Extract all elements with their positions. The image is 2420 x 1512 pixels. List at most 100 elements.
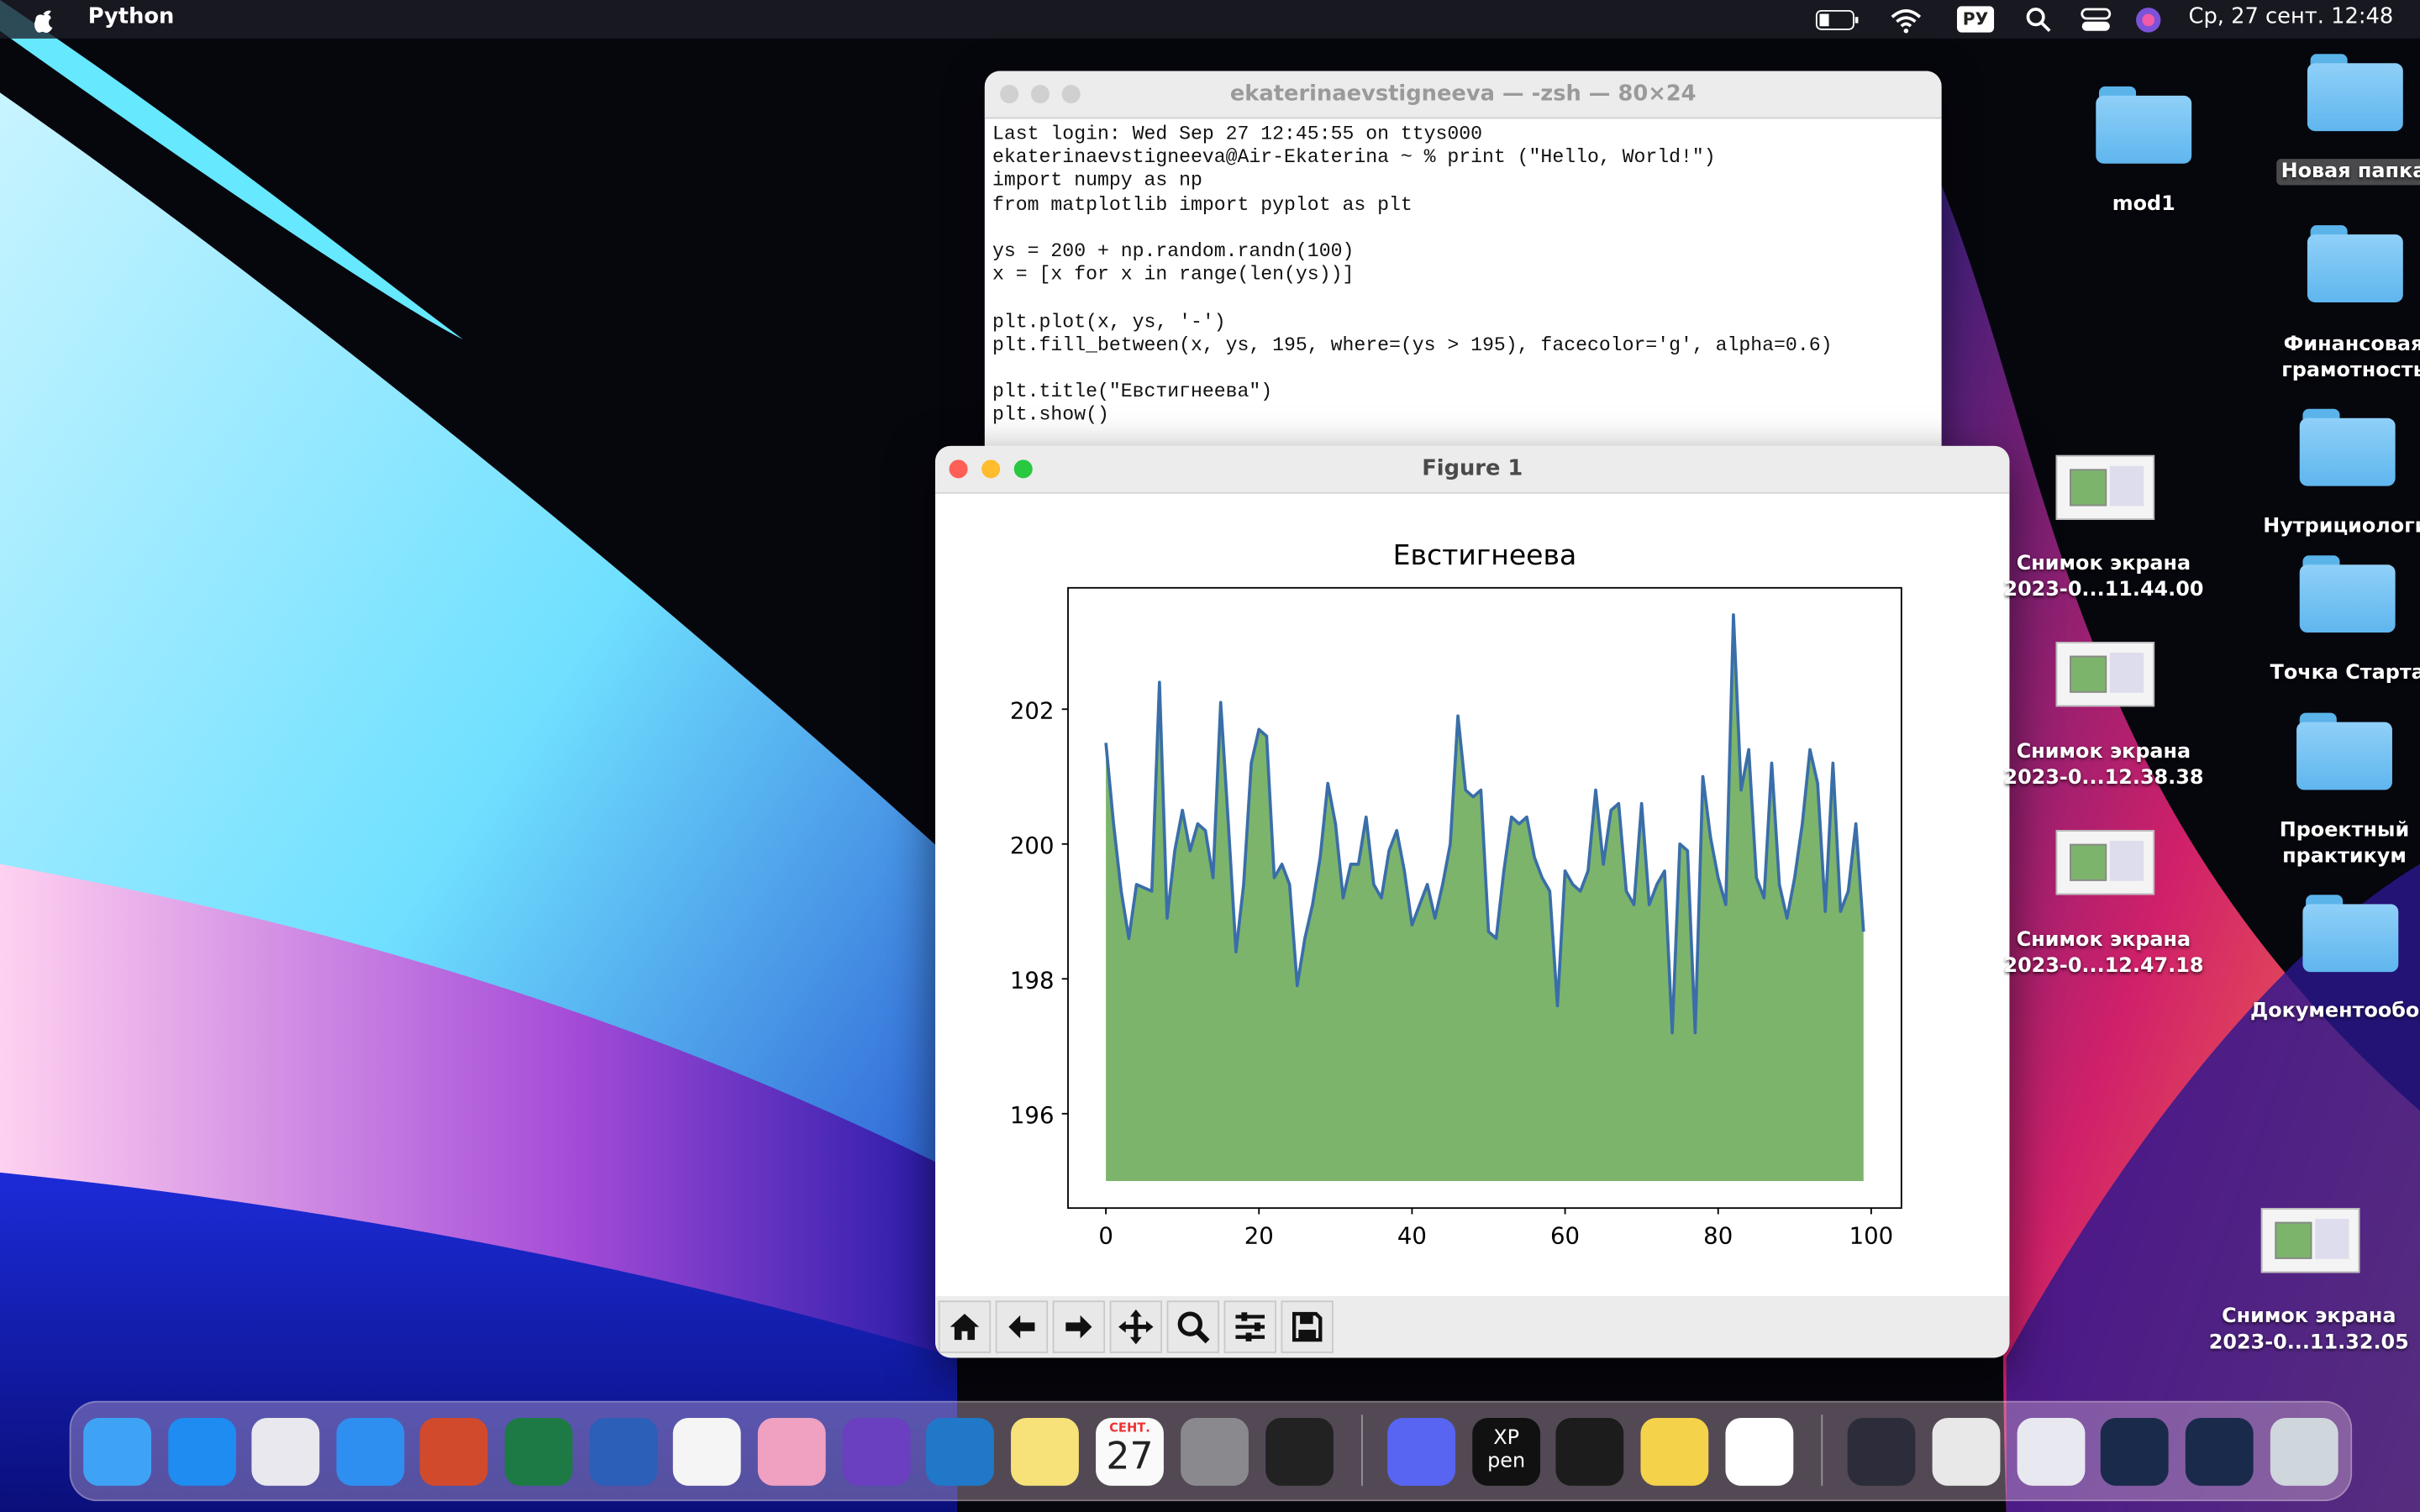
folder-body xyxy=(2299,564,2396,633)
dock-app[interactable] xyxy=(168,1417,237,1486)
thumbnail xyxy=(2070,655,2107,693)
terminal-line: ekaterinaevstigneeva@Air-Ekaterina ~ % p… xyxy=(992,146,1716,169)
icon-label: Снимок экрана 2023-0...11.32.05 xyxy=(2208,1305,2409,1355)
home-button[interactable] xyxy=(938,1300,992,1353)
apple-menu[interactable] xyxy=(31,6,55,34)
dock-app[interactable] xyxy=(1265,1417,1334,1486)
calendar-month: СЕНТ. xyxy=(1109,1420,1150,1436)
close-button[interactable] xyxy=(1000,85,1019,104)
icon-label: Новая папка xyxy=(2276,159,2420,186)
icon-label: Нутрициологи xyxy=(2263,515,2420,539)
code-block: plt.title("Евстигнеева") plt.show() xyxy=(992,381,1933,428)
menu-bar: Python РУ Ср, 27 сент. 12:48 xyxy=(0,0,2420,39)
zoom-button[interactable] xyxy=(1166,1300,1220,1353)
terminal-title-bar: ekaterinaevstigneeva — -zsh — 80×24 xyxy=(984,71,1942,119)
thumbnail xyxy=(2070,469,2107,507)
siri-icon[interactable] xyxy=(2134,6,2162,34)
folder-icon[interactable] xyxy=(2302,895,2399,973)
dock-app[interactable] xyxy=(926,1417,994,1486)
battery-icon[interactable] xyxy=(1815,8,1861,32)
toolbar xyxy=(935,1295,2010,1358)
folder-icon[interactable] xyxy=(2307,54,2403,132)
folder-icon[interactable] xyxy=(2299,408,2396,486)
dock-app[interactable] xyxy=(2100,1417,2169,1486)
y-tick-label: 200 xyxy=(1010,832,1055,859)
dock-app[interactable] xyxy=(251,1417,320,1486)
dock-app[interactable] xyxy=(1181,1417,1249,1486)
folder-body xyxy=(2302,904,2399,973)
input-source[interactable]: РУ xyxy=(1956,6,1995,33)
dock-app[interactable] xyxy=(1932,1417,2001,1486)
pan-button[interactable] xyxy=(1109,1300,1163,1353)
dock-app[interactable] xyxy=(504,1417,573,1486)
folder-icon[interactable] xyxy=(2307,225,2403,303)
dock-separator xyxy=(1361,1415,1363,1486)
dock-app[interactable] xyxy=(757,1417,826,1486)
save-button[interactable] xyxy=(1281,1300,1334,1353)
thumbnail xyxy=(2275,1221,2312,1259)
configure-button[interactable] xyxy=(1223,1300,1276,1353)
terminal-line: ys = 200 + np.random.randn(100) xyxy=(992,240,1355,263)
back-button[interactable] xyxy=(995,1300,1049,1353)
dock-separator xyxy=(1821,1415,1823,1486)
dock-app[interactable] xyxy=(1725,1417,1794,1486)
screenshot-icon[interactable] xyxy=(2055,454,2155,520)
terminal-window[interactable]: ekaterinaevstigneeva — -zsh — 80×24 Last… xyxy=(984,71,1942,457)
code-block: ys = 200 + np.random.randn(100) x = [x fo… xyxy=(992,241,1933,288)
dock-app[interactable] xyxy=(842,1417,911,1486)
zoom-button[interactable] xyxy=(1013,459,1033,479)
dock-app[interactable] xyxy=(1011,1417,1079,1486)
minimize-button[interactable] xyxy=(1030,85,1050,104)
code-block: Last login: Wed Sep 27 12:45:55 on ttys0… xyxy=(992,123,1933,218)
icon-label: mod1 xyxy=(2112,192,2175,217)
icon-label: Документооборот xyxy=(2249,1000,2420,1023)
dock-app[interactable] xyxy=(1387,1417,1456,1486)
x-tick-label: 100 xyxy=(1849,1222,1894,1249)
search-icon[interactable] xyxy=(2025,6,2053,34)
dock-app[interactable] xyxy=(2185,1417,2254,1486)
terminal-line: x = [x for x in range(len(ys))] xyxy=(992,264,1355,286)
screenshot-icon[interactable] xyxy=(2260,1208,2360,1273)
dock-app[interactable]: СЕНТ. 27 xyxy=(1096,1417,1164,1486)
x-tick-label: 60 xyxy=(1550,1222,1580,1249)
folder-body xyxy=(2299,417,2396,486)
icon-label: Финансовая грамотность xyxy=(2281,333,2420,383)
dock-app[interactable]: XP pen xyxy=(1472,1417,1541,1486)
dock-app[interactable] xyxy=(336,1417,405,1486)
forward-button[interactable] xyxy=(1052,1300,1106,1353)
dock-app[interactable] xyxy=(83,1417,152,1486)
calendar-day: 27 xyxy=(1106,1435,1154,1478)
folder-icon[interactable] xyxy=(2296,712,2392,790)
dock-app[interactable] xyxy=(419,1417,488,1486)
icon-label: Проектный практикум xyxy=(2279,819,2410,869)
control-center[interactable] xyxy=(2081,6,2112,34)
terminal-line: import numpy as np xyxy=(992,170,1202,192)
chart: Евстигнеева 0 20 40 60 80 100 196 198 200 202 xyxy=(1010,538,1902,1249)
terminal-line: plt.title("Евстигнеева") xyxy=(992,381,1273,403)
wifi-icon[interactable] xyxy=(1889,6,1923,34)
y-tick-label: 198 xyxy=(1010,967,1055,994)
folder-icon[interactable] xyxy=(2299,555,2396,633)
screenshot-icon[interactable] xyxy=(2055,642,2155,707)
app-name[interactable]: Python xyxy=(87,4,175,29)
dock-app[interactable] xyxy=(1640,1417,1709,1486)
dock-app[interactable] xyxy=(2270,1417,2338,1486)
close-button[interactable] xyxy=(949,459,968,479)
icon-label: Снимок экрана 2023-0...12.38.38 xyxy=(2003,740,2204,790)
figure-window[interactable]: Figure 1 Евстигнеева 0 20 40 60 80 100 196 198 2… xyxy=(935,445,2010,1358)
folder-icon[interactable] xyxy=(2096,86,2192,164)
code-block: plt.plot(x, ys, '-') plt.fill_between(x, … xyxy=(992,311,1933,358)
dock-app[interactable] xyxy=(672,1417,741,1486)
minimize-button[interactable] xyxy=(981,459,1001,479)
terminal-line: Last login: Wed Sep 27 12:45:55 on ttys0… xyxy=(992,123,1483,145)
dock-app[interactable] xyxy=(1847,1417,1916,1486)
screenshot-icon[interactable] xyxy=(2055,830,2155,895)
dock: СЕНТ. 27 XP pen xyxy=(69,1400,2353,1502)
dock-app[interactable] xyxy=(2017,1417,2086,1486)
zoom-button[interactable] xyxy=(1061,85,1081,104)
dock-app[interactable] xyxy=(1555,1417,1624,1486)
folder-body xyxy=(2096,95,2192,164)
folder-body xyxy=(2307,63,2403,132)
clock[interactable]: Ср, 27 сент. 12:48 xyxy=(2188,4,2394,29)
dock-app[interactable] xyxy=(589,1417,658,1486)
